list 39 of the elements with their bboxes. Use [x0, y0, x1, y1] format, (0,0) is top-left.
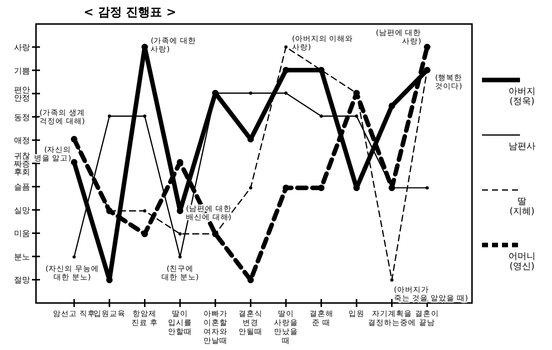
category-label: 기쁨 [14, 66, 30, 76]
point [249, 186, 252, 190]
point [388, 102, 396, 110]
point [178, 232, 182, 236]
category-label: 편안 안정 [14, 86, 30, 103]
legend-label: 딸 (지혜) [509, 197, 535, 217]
category-label: 절망 [14, 276, 30, 285]
point [70, 158, 78, 166]
category-label: 분노 [14, 252, 30, 262]
category-label: 슬픔 [14, 182, 30, 192]
category-label: 사랑 [14, 43, 30, 52]
point [318, 184, 325, 192]
category-label: 귀찮 짜증 후회 [14, 151, 30, 176]
point [143, 209, 146, 212]
point [143, 114, 146, 118]
category-label: 동정 [14, 112, 30, 122]
point [390, 278, 394, 282]
point [141, 44, 148, 50]
point [320, 114, 323, 118]
point [424, 44, 430, 50]
point [282, 66, 290, 74]
legend-label: 어머니 (영신) [508, 252, 536, 272]
point [284, 45, 288, 49]
point [178, 255, 182, 259]
point [72, 255, 76, 259]
category-label: 미움 [14, 229, 30, 238]
category-label: 실망 [14, 206, 30, 215]
chart-title: < 감정 진행표 > [84, 5, 176, 19]
point [141, 230, 148, 238]
point [284, 92, 288, 95]
point [247, 276, 254, 284]
point [108, 114, 112, 118]
category-label: 애정 [14, 136, 30, 146]
point [282, 184, 290, 192]
point [426, 186, 429, 190]
legend-label: 남편사 [508, 142, 536, 152]
point [249, 92, 252, 95]
legend-label: 아버지 (정욱) [508, 87, 536, 107]
point [354, 114, 358, 118]
